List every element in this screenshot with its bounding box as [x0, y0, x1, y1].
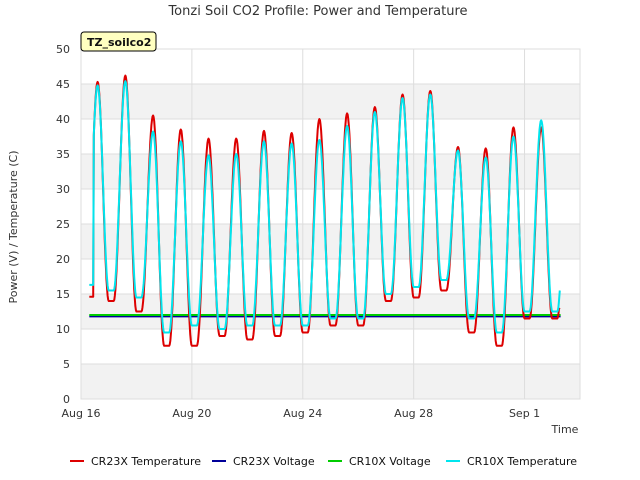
site-label-box: TZ_soilco2	[80, 31, 157, 52]
grid-band	[81, 224, 580, 259]
grid-band	[81, 84, 580, 119]
site-label-background	[80, 31, 157, 52]
y-tick-label: 25	[56, 218, 70, 231]
legend-label: CR10X Voltage	[349, 455, 431, 468]
site-label: TZ_soilco2	[87, 36, 151, 49]
y-axis-ticks: 0 5 10 15 20 25 30 35 40 45 50	[56, 43, 70, 406]
series-line-cr10x-temperature	[88, 80, 561, 334]
legend-label: CR23X Voltage	[233, 455, 315, 468]
x-axis-ticks: Aug 16 Aug 20 Aug 24 Aug 28 Sep 1	[62, 407, 541, 420]
y-axis-label: Power (V) / Temperature (C)	[7, 150, 20, 303]
x-tick-label: Sep 1	[509, 407, 540, 420]
x-tick-label: Aug 20	[172, 407, 211, 420]
y-tick-label: 45	[56, 78, 70, 91]
grid-band	[81, 154, 580, 189]
y-tick-label: 30	[56, 183, 70, 196]
y-tick-label: 0	[63, 393, 70, 406]
y-tick-label: 20	[56, 253, 70, 266]
y-tick-label: 5	[63, 358, 70, 371]
x-tick-label: Aug 28	[394, 407, 433, 420]
y-tick-label: 35	[56, 148, 70, 161]
legend-label: CR10X Temperature	[467, 455, 577, 468]
y-tick-label: 50	[56, 43, 70, 56]
chart-title: Tonzi Soil CO2 Profile: Power and Temper…	[167, 4, 467, 19]
legend: CR23X Temperature CR23X Voltage CR10X Volt…	[70, 455, 577, 468]
plot-border	[80, 48, 581, 400]
y-tick-label: 15	[56, 288, 70, 301]
x-tick-label: Aug 16	[62, 407, 101, 420]
y-tick-label: 10	[56, 323, 70, 336]
grid-bands	[81, 84, 580, 399]
legend-label: CR23X Temperature	[91, 455, 201, 468]
series-layer	[88, 74, 561, 347]
grid-band	[81, 364, 580, 399]
x-axis-label: Time	[551, 423, 579, 436]
y-tick-label: 40	[56, 113, 70, 126]
x-tick-label: Aug 24	[283, 407, 322, 420]
